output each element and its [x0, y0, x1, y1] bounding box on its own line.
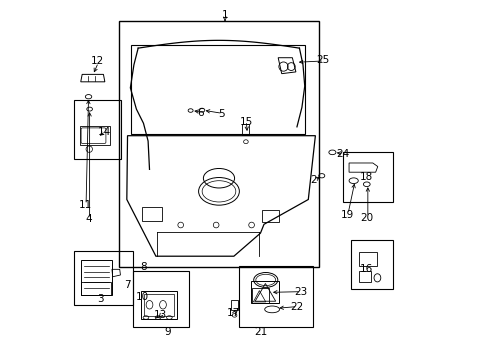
- Text: 2: 2: [310, 175, 316, 185]
- Text: 9: 9: [164, 327, 170, 337]
- Bar: [74, 100, 121, 159]
- Bar: [251, 288, 268, 303]
- Bar: [81, 283, 111, 295]
- Bar: [350, 240, 392, 289]
- Bar: [231, 300, 238, 310]
- Text: 23: 23: [293, 287, 306, 297]
- Bar: [141, 291, 177, 319]
- Text: 3: 3: [98, 294, 104, 304]
- Bar: [250, 282, 278, 303]
- Text: 7: 7: [124, 280, 131, 289]
- Text: 12: 12: [91, 56, 104, 66]
- Bar: [242, 123, 248, 135]
- Text: 13: 13: [153, 310, 166, 320]
- Text: 15: 15: [239, 117, 252, 126]
- Text: 18: 18: [360, 172, 373, 182]
- Text: 11: 11: [78, 200, 91, 210]
- Bar: [358, 271, 370, 282]
- Bar: [143, 294, 174, 316]
- Text: 10: 10: [136, 292, 149, 302]
- Bar: [358, 252, 376, 266]
- Text: 19: 19: [340, 210, 353, 220]
- Text: 25: 25: [316, 55, 329, 65]
- Text: 20: 20: [360, 213, 372, 223]
- Bar: [119, 21, 318, 267]
- Bar: [74, 251, 133, 305]
- Text: 14: 14: [98, 127, 111, 137]
- Text: 16: 16: [360, 264, 373, 274]
- Bar: [239, 266, 312, 327]
- Text: 24: 24: [336, 149, 349, 159]
- Bar: [80, 126, 110, 145]
- Text: 1: 1: [221, 10, 228, 20]
- Text: 8: 8: [140, 262, 146, 272]
- Text: 6: 6: [197, 108, 203, 118]
- Bar: [142, 207, 162, 221]
- Text: 22: 22: [290, 302, 303, 312]
- Text: 5: 5: [218, 109, 224, 120]
- Bar: [261, 210, 278, 222]
- Text: 4: 4: [85, 214, 92, 224]
- Text: 21: 21: [253, 327, 266, 337]
- Bar: [81, 260, 112, 295]
- Text: 17: 17: [227, 308, 240, 318]
- Bar: [343, 152, 392, 202]
- Bar: [133, 271, 188, 327]
